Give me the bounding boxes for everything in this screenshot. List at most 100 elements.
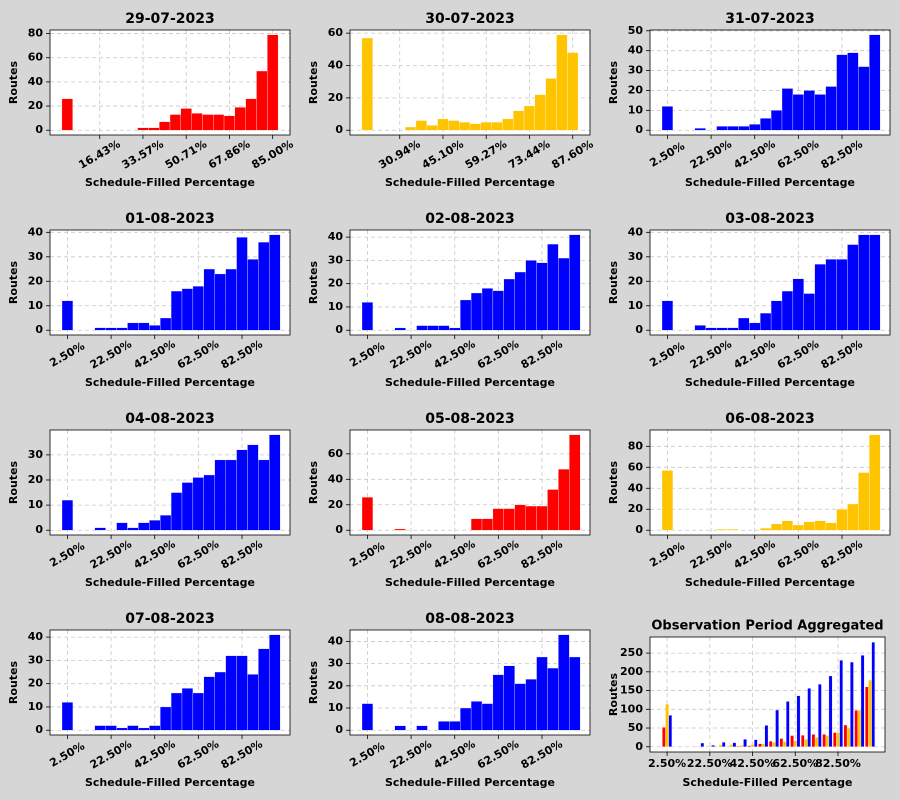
bar [160,317,172,331]
bar [793,740,798,747]
x-tick-label: 82.50% [815,757,861,770]
bar [803,90,815,131]
bar [792,524,804,531]
bar [181,482,194,531]
y-tick-label: 0 [335,323,343,336]
bar [792,94,804,131]
bar [790,735,794,747]
bar [825,259,837,331]
bar [782,741,787,747]
bar [404,126,417,131]
bar [547,243,559,331]
bar [804,739,808,747]
chart-title: 30-07-2023 [425,11,515,27]
bar [558,634,570,731]
bar [781,88,794,131]
bar [192,286,204,331]
bar [534,94,546,131]
bar [148,127,160,131]
chart-title: 07-08-2023 [125,611,215,627]
bar [738,126,750,131]
y-axis-label: Routes [307,660,320,704]
bar [361,37,373,131]
bar [94,327,106,331]
bar [547,489,559,531]
bar [768,741,773,747]
bar [61,499,74,531]
y-tick-label: 0 [335,723,343,736]
bar [361,302,374,331]
bar [869,34,881,131]
bar [836,259,848,331]
bar [665,703,669,747]
bar [460,707,472,731]
y-tick-label: 10 [28,299,44,312]
bar [269,434,281,531]
bar [558,468,570,531]
bar [480,121,492,131]
bar [814,737,819,747]
bar [247,674,259,731]
bar [214,273,226,331]
bar [214,459,226,531]
bar [869,234,881,331]
bar [170,692,183,731]
bar [426,125,438,131]
bar [662,727,666,747]
bar [814,520,826,531]
y-tick-label: 40 [28,630,44,643]
bar [460,299,472,331]
y-tick-label: 60 [28,51,44,64]
bar [803,293,815,331]
bar [415,120,427,131]
x-axis-label: Schedule-Filled Percentage [85,376,255,389]
bar [727,327,739,331]
bar [448,120,460,131]
bar [828,675,833,747]
bar [149,725,161,731]
bar [836,54,848,131]
bar [727,529,739,531]
plot-border [49,429,291,536]
bar [825,735,830,747]
bar [711,745,715,747]
bar [225,655,237,731]
bar [732,742,737,747]
chart-title: 01-08-2023 [125,211,215,227]
y-tick-label: 0 [35,523,43,536]
bar [258,648,270,731]
x-axis-label: Schedule-Filled Percentage [682,776,852,789]
y-tick-label: 10 [28,700,44,713]
x-tick-label: 42.50% [730,757,776,770]
bar [705,327,717,331]
plot-border [649,429,891,536]
bar [825,86,837,131]
bar [525,505,537,531]
bar [127,322,139,331]
bar [775,709,779,747]
bar [449,721,461,731]
bar [258,241,270,331]
x-axis-label: Schedule-Filled Percentage [385,176,555,189]
bar [847,503,859,531]
bar [416,725,428,731]
y-tick-label: 0 [635,740,643,753]
y-axis-label: Routes [307,460,320,504]
bar [770,523,783,531]
bar [236,449,248,531]
bar [825,522,837,531]
y-tick-label: 20 [328,91,344,104]
bar [61,98,73,131]
bar [247,259,259,331]
bar [492,290,504,331]
y-tick-label: 100 [620,702,643,715]
x-axis-label: Schedule-Filled Percentage [85,776,255,789]
bar [800,735,805,747]
bar [180,108,192,131]
bar [449,327,461,331]
y-tick-label: 20 [328,498,344,511]
bar [170,290,183,331]
plot-border [49,629,291,736]
bar [127,527,139,531]
bar [822,734,826,747]
